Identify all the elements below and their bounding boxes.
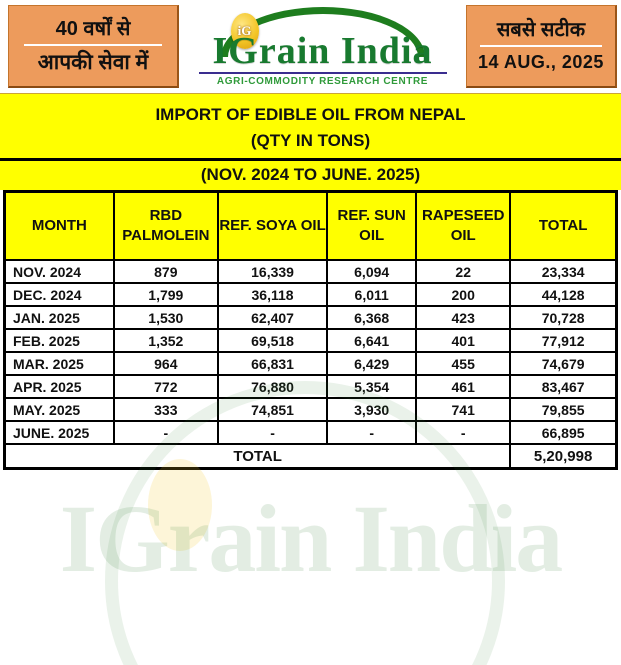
watermark-grain-icon: [148, 459, 212, 552]
white-divider: [24, 43, 162, 46]
month-cell: JUNE. 2025: [3, 420, 115, 446]
value-cell: 16,339: [216, 259, 329, 285]
report-date: 14 AUG., 2025: [478, 51, 604, 72]
month-cell: NOV. 2024: [3, 259, 115, 285]
col-header-ref-soya-oil: REF. SOYA OIL: [216, 190, 329, 262]
total-cell: 74,679: [509, 351, 618, 377]
white-divider: [480, 44, 602, 47]
table-row: NOV. 2024 879 16,339 6,094 22 23,334: [3, 259, 618, 285]
value-cell: 200: [415, 282, 512, 308]
value-cell: 36,118: [216, 282, 329, 308]
value-cell: 6,094: [326, 259, 418, 285]
table-row: FEB. 2025 1,352 69,518 6,641 401 77,912: [3, 328, 618, 354]
value-cell: 62,407: [216, 305, 329, 331]
table-row: DEC. 2024 1,799 36,118 6,011 200 44,128: [3, 282, 618, 308]
accuracy-text: सबसे सटीक: [496, 18, 586, 41]
value-cell: 741: [415, 397, 512, 423]
month-cell: MAY. 2025: [3, 397, 115, 423]
logo-grain-icon: iG: [230, 13, 259, 49]
value-cell: 6,641: [326, 328, 418, 354]
value-cell: 333: [112, 397, 219, 423]
month-cell: MAR. 2025: [3, 351, 115, 377]
month-cell: DEC. 2024: [3, 282, 115, 308]
report-period: (NOV. 2024 TO JUNE. 2025): [200, 165, 421, 184]
value-cell: 461: [415, 374, 512, 400]
grand-total-label: TOTAL: [3, 443, 512, 470]
experience-badge: 40 वर्षों से आपकी सेवा में: [8, 5, 179, 88]
purple-underline: [198, 72, 447, 74]
value-cell: 6,368: [326, 305, 418, 331]
value-cell: 22: [415, 259, 512, 285]
month-cell: JAN. 2025: [3, 305, 115, 331]
table-row: JAN. 2025 1,530 62,407 6,368 423 70,728: [3, 305, 618, 331]
total-cell: 79,855: [509, 397, 618, 423]
table-row: MAY. 2025 333 74,851 3,930 741 79,855: [3, 397, 618, 423]
value-cell: 772: [112, 374, 219, 400]
brand-logo: iG IGrain India AGRI-COMMODITY RESEARCH …: [179, 0, 466, 93]
table-row: MAR. 2025 964 66,831 6,429 455 74,679: [3, 351, 618, 377]
value-cell: 1,352: [112, 328, 219, 354]
table-area: MONTH RBD PALMOLEIN REF. SOYA OIL REF. S…: [0, 190, 621, 665]
value-cell: 1,530: [112, 305, 219, 331]
value-cell: 6,429: [326, 351, 418, 377]
value-cell: 5,354: [326, 374, 418, 400]
col-header-ref-sun-oil: REF. SUN OIL: [326, 190, 418, 262]
value-cell: 964: [112, 351, 219, 377]
report-period-row: (NOV. 2024 TO JUNE. 2025): [0, 158, 621, 190]
value-cell: 423: [415, 305, 512, 331]
brand-tagline: AGRI-COMMODITY RESEARCH CENTRE: [216, 76, 429, 87]
total-cell: 23,334: [509, 259, 618, 285]
month-cell: APR. 2025: [3, 374, 115, 400]
col-header-total: TOTAL: [509, 190, 618, 262]
table-row: JUNE. 2025 - - - - 66,895: [3, 420, 618, 446]
title-banner: IMPORT OF EDIBLE OIL FROM NEPAL (QTY IN …: [0, 93, 621, 191]
date-badge: सबसे सटीक 14 AUG., 2025: [466, 5, 617, 88]
watermark-text: IGrain India: [59, 485, 564, 593]
value-cell: 69,518: [216, 328, 329, 354]
table-header-row: MONTH RBD PALMOLEIN REF. SOYA OIL REF. S…: [3, 190, 618, 262]
value-cell: -: [415, 420, 512, 446]
total-cell: 83,467: [509, 374, 618, 400]
value-cell: 66,831: [216, 351, 329, 377]
value-cell: 401: [415, 328, 512, 354]
value-cell: 879: [112, 259, 219, 285]
grand-total-value: 5,20,998: [509, 443, 618, 470]
total-cell: 66,895: [509, 420, 618, 446]
value-cell: 3,930: [326, 397, 418, 423]
experience-years-text: 40 वर्षों से: [55, 17, 131, 40]
month-cell: FEB. 2025: [3, 328, 115, 354]
import-table: MONTH RBD PALMOLEIN REF. SOYA OIL REF. S…: [3, 190, 618, 471]
total-cell: 44,128: [509, 282, 618, 308]
table-row: APR. 2025 772 76,880 5,354 461 83,467: [3, 374, 618, 400]
value-cell: -: [112, 420, 219, 446]
value-cell: 76,880: [216, 374, 329, 400]
brand-name: IGrain India: [212, 30, 433, 72]
experience-service-text: आपकी सेवा में: [37, 50, 149, 74]
total-cell: 77,912: [509, 328, 618, 354]
value-cell: -: [216, 420, 329, 446]
col-header-month: MONTH: [3, 190, 115, 262]
value-cell: 74,851: [216, 397, 329, 423]
logo-monogram: iG: [237, 23, 252, 38]
report-subtitle: (QTY IN TONS): [250, 130, 371, 150]
header-band: 40 वर्षों से आपकी सेवा में iG IGrain Ind…: [0, 0, 621, 93]
value-cell: 455: [415, 351, 512, 377]
value-cell: -: [326, 420, 418, 446]
report-title: IMPORT OF EDIBLE OIL FROM NEPAL: [155, 105, 466, 124]
col-header-rapeseed-oil: RAPESEED OIL: [415, 190, 512, 262]
value-cell: 6,011: [326, 282, 418, 308]
table-footer-row: TOTAL 5,20,998: [3, 443, 618, 470]
total-cell: 70,728: [509, 305, 618, 331]
value-cell: 1,799: [112, 282, 219, 308]
col-header-rbd-palmolein: RBD PALMOLEIN: [112, 190, 219, 262]
